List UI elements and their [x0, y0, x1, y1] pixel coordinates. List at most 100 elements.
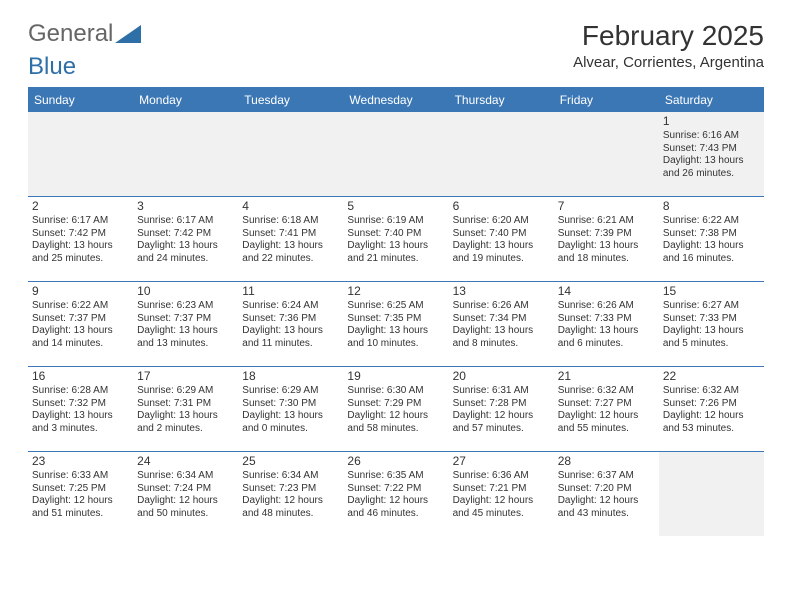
daylight-text: Daylight: 13 hours and 25 minutes. [32, 240, 129, 265]
calendar-day-cell: 4Sunrise: 6:18 AMSunset: 7:41 PMDaylight… [238, 197, 343, 282]
sunrise-text: Sunrise: 6:29 AM [137, 385, 234, 398]
calendar-day-cell: 25Sunrise: 6:34 AMSunset: 7:23 PMDayligh… [238, 452, 343, 537]
day-number: 11 [242, 284, 339, 299]
day-number: 8 [663, 199, 760, 214]
day-number: 26 [347, 454, 444, 469]
sunset-text: Sunset: 7:24 PM [137, 483, 234, 496]
daylight-text: Daylight: 12 hours and 46 minutes. [347, 495, 444, 520]
calendar-empty-cell [554, 112, 659, 197]
sunset-text: Sunset: 7:28 PM [453, 398, 550, 411]
sunrise-text: Sunrise: 6:20 AM [453, 215, 550, 228]
sunset-text: Sunset: 7:33 PM [663, 313, 760, 326]
day-header: Monday [133, 89, 238, 112]
sunset-text: Sunset: 7:39 PM [558, 228, 655, 241]
sunrise-text: Sunrise: 6:35 AM [347, 470, 444, 483]
daylight-text: Daylight: 13 hours and 18 minutes. [558, 240, 655, 265]
daylight-text: Daylight: 13 hours and 16 minutes. [663, 240, 760, 265]
sunrise-text: Sunrise: 6:32 AM [558, 385, 655, 398]
sunrise-text: Sunrise: 6:21 AM [558, 215, 655, 228]
sunrise-text: Sunrise: 6:31 AM [453, 385, 550, 398]
daylight-text: Daylight: 13 hours and 0 minutes. [242, 410, 339, 435]
day-number: 3 [137, 199, 234, 214]
daylight-text: Daylight: 13 hours and 6 minutes. [558, 325, 655, 350]
sunrise-text: Sunrise: 6:19 AM [347, 215, 444, 228]
day-header: Thursday [449, 89, 554, 112]
sunrise-text: Sunrise: 6:17 AM [32, 215, 129, 228]
sunset-text: Sunset: 7:40 PM [347, 228, 444, 241]
calendar-day-cell: 22Sunrise: 6:32 AMSunset: 7:26 PMDayligh… [659, 367, 764, 452]
daylight-text: Daylight: 12 hours and 48 minutes. [242, 495, 339, 520]
daylight-text: Daylight: 13 hours and 8 minutes. [453, 325, 550, 350]
sunset-text: Sunset: 7:26 PM [663, 398, 760, 411]
day-header: Friday [554, 89, 659, 112]
daylight-text: Daylight: 13 hours and 2 minutes. [137, 410, 234, 435]
logo-text-general: General [28, 20, 113, 48]
daylight-text: Daylight: 12 hours and 45 minutes. [453, 495, 550, 520]
sunset-text: Sunset: 7:20 PM [558, 483, 655, 496]
sunrise-text: Sunrise: 6:17 AM [137, 215, 234, 228]
calendar-week-row: 9Sunrise: 6:22 AMSunset: 7:37 PM Daylight… [28, 282, 764, 367]
sunrise-text: Sunrise: 6:26 AM [453, 300, 550, 313]
day-number: 23 [32, 454, 129, 469]
calendar-day-cell: 3Sunrise: 6:17 AMSunset: 7:42 PMDaylight… [133, 197, 238, 282]
calendar-day-cell: 15Sunrise: 6:27 AMSunset: 7:33 PMDayligh… [659, 282, 764, 367]
day-number: 16 [32, 369, 129, 384]
sunset-text: Sunset: 7:22 PM [347, 483, 444, 496]
calendar-week-row: 1Sunrise: 6:16 AMSunset: 7:43 PMDaylight… [28, 112, 764, 197]
calendar-empty-cell [28, 112, 133, 197]
daylight-text: Daylight: 13 hours and 10 minutes. [347, 325, 444, 350]
day-number: 25 [242, 454, 339, 469]
calendar-day-cell: 12Sunrise: 6:25 AMSunset: 7:35 PMDayligh… [343, 282, 448, 367]
sunset-text: Sunset: 7:34 PM [453, 313, 550, 326]
daylight-text: Daylight: 12 hours and 57 minutes. [453, 410, 550, 435]
day-number: 2 [32, 199, 129, 214]
daylight-text: Daylight: 12 hours and 50 minutes. [137, 495, 234, 520]
calendar-table: Sunday Monday Tuesday Wednesday Thursday… [28, 89, 764, 536]
day-number: 7 [558, 199, 655, 214]
daylight-text: Daylight: 12 hours and 51 minutes. [32, 495, 129, 520]
calendar-week-row: 2Sunrise: 6:17 AMSunset: 7:42 PMDaylight… [28, 197, 764, 282]
daylight-text: Daylight: 13 hours and 5 minutes. [663, 325, 760, 350]
sunrise-text: Sunrise: 6:33 AM [32, 470, 129, 483]
sunrise-text: Sunrise: 6:23 AM [137, 300, 234, 313]
day-header: Tuesday [238, 89, 343, 112]
sunset-text: Sunset: 7:35 PM [347, 313, 444, 326]
sunrise-text: Sunrise: 6:34 AM [242, 470, 339, 483]
sunset-text: Sunset: 7:42 PM [137, 228, 234, 241]
logo: General [28, 20, 141, 48]
calendar-empty-cell [133, 112, 238, 197]
sunset-text: Sunset: 7:23 PM [242, 483, 339, 496]
sunrise-text: Sunrise: 6:34 AM [137, 470, 234, 483]
day-number: 24 [137, 454, 234, 469]
sunrise-text: Sunrise: 6:22 AM [32, 300, 129, 313]
day-number: 10 [137, 284, 234, 299]
sunrise-text: Sunrise: 6:25 AM [347, 300, 444, 313]
calendar-week-row: 23Sunrise: 6:33 AMSunset: 7:25 PMDayligh… [28, 452, 764, 537]
day-number: 19 [347, 369, 444, 384]
calendar-day-cell: 5Sunrise: 6:19 AMSunset: 7:40 PMDaylight… [343, 197, 448, 282]
calendar-day-cell: 13Sunrise: 6:26 AMSunset: 7:34 PMDayligh… [449, 282, 554, 367]
day-number: 5 [347, 199, 444, 214]
calendar-day-cell: 23Sunrise: 6:33 AMSunset: 7:25 PMDayligh… [28, 452, 133, 537]
logo-text-blue: Blue [28, 53, 764, 81]
sunrise-text: Sunrise: 6:16 AM [663, 130, 760, 143]
day-header: Saturday [659, 89, 764, 112]
sunset-text: Sunset: 7:41 PM [242, 228, 339, 241]
calendar-empty-cell [238, 112, 343, 197]
sunset-text: Sunset: 7:37 PM [32, 313, 129, 326]
day-number: 14 [558, 284, 655, 299]
day-number: 4 [242, 199, 339, 214]
day-number: 6 [453, 199, 550, 214]
day-number: 20 [453, 369, 550, 384]
daylight-text: Daylight: 13 hours and 3 minutes. [32, 410, 129, 435]
calendar-day-cell: 17Sunrise: 6:29 AMSunset: 7:31 PMDayligh… [133, 367, 238, 452]
sunrise-text: Sunrise: 6:26 AM [558, 300, 655, 313]
day-number: 12 [347, 284, 444, 299]
calendar-day-cell: 16Sunrise: 6:28 AMSunset: 7:32 PMDayligh… [28, 367, 133, 452]
calendar-day-cell: 10Sunrise: 6:23 AMSunset: 7:37 PMDayligh… [133, 282, 238, 367]
sunrise-text: Sunrise: 6:36 AM [453, 470, 550, 483]
day-number: 9 [32, 284, 129, 299]
sunrise-text: Sunrise: 6:37 AM [558, 470, 655, 483]
month-title: February 2025 [573, 20, 764, 52]
sunrise-text: Sunrise: 6:29 AM [242, 385, 339, 398]
